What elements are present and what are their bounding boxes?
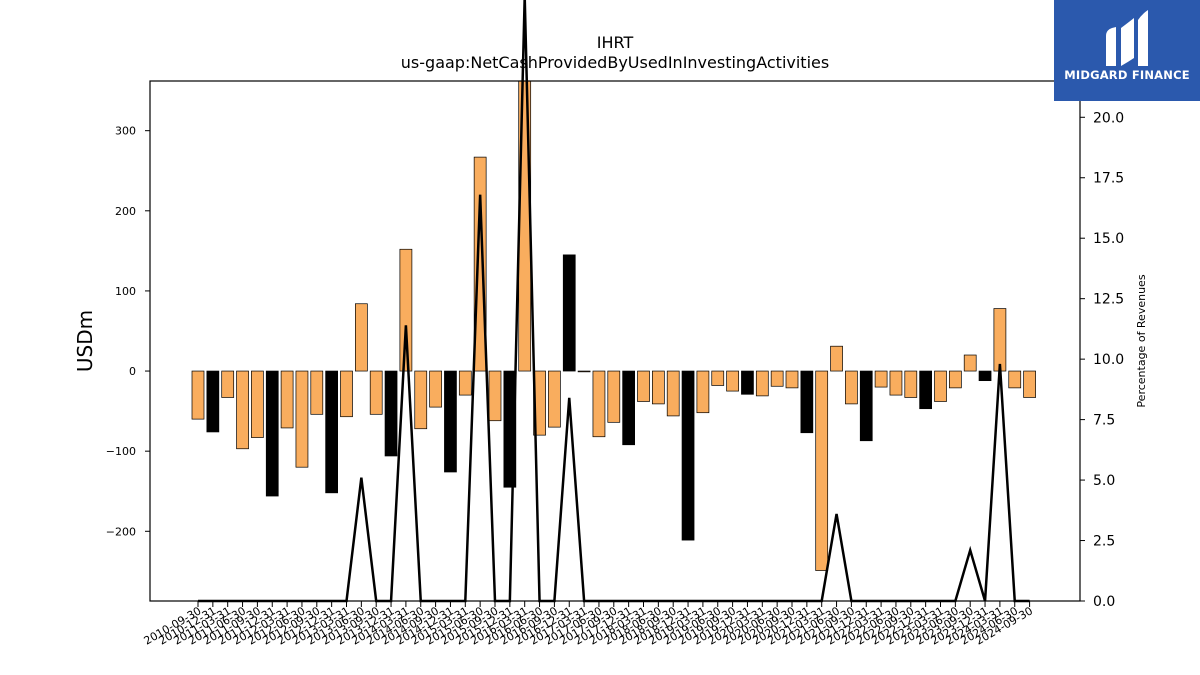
bar-2012-03-31	[280, 370, 294, 429]
percentage-line	[198, 0, 1030, 603]
bar-2016-09-30	[548, 370, 561, 428]
bar-2024-03-31	[993, 308, 1007, 372]
bar-2016-12-31	[562, 254, 576, 372]
bar-2018-09-30	[666, 370, 680, 417]
bar-2023-03-31	[934, 370, 947, 402]
bar-2010-09-30	[191, 370, 205, 420]
bar-2017-06-30	[592, 370, 606, 438]
y-tick-label: 0	[129, 365, 136, 378]
brand-logo: MIDGARD FINANCE	[1054, 0, 1200, 101]
bar-2014-09-30	[429, 370, 442, 408]
bar-2015-03-31	[458, 370, 472, 396]
bar-2013-06-30	[355, 303, 368, 372]
bar-2013-03-31	[340, 370, 353, 418]
bar-2019-03-31	[696, 370, 710, 414]
y-axis-right: 0.0 2.5 5.0 7.5 10.0 12.5 15.0 17.5 20.0	[1080, 110, 1124, 610]
bar-2011-03-31	[221, 370, 235, 398]
chart-subtitle: us-gaap:NetCashProvidedByUsedInInvesting…	[401, 53, 829, 72]
bars-layer	[191, 80, 1036, 571]
bar-2023-09-30	[963, 354, 977, 372]
y2-tick-label: 12.5	[1093, 292, 1124, 308]
bar-2020-12-31	[800, 370, 814, 434]
y2-tick-label: 0.0	[1093, 594, 1115, 610]
bar-2017-09-30	[607, 370, 621, 423]
bar-2022-12-31	[919, 370, 933, 410]
bar-2012-09-30	[310, 370, 324, 415]
brand-name: MIDGARD FINANCE	[1064, 68, 1190, 82]
bar-2024-06-30	[1008, 370, 1022, 389]
bar-2014-12-31	[444, 370, 457, 473]
bar-2021-09-30	[845, 370, 858, 405]
bar-2015-09-30	[488, 370, 502, 422]
bar-2020-09-30	[785, 370, 799, 389]
y-tick-label: −200	[106, 525, 136, 538]
bar-2014-06-30	[414, 370, 428, 430]
y-axis-label: USDm	[73, 310, 97, 372]
chart-title: IHRT	[597, 33, 634, 52]
bar-2013-09-30	[369, 370, 383, 415]
y-tick-label: 100	[115, 285, 136, 298]
bar-2021-06-30	[830, 345, 843, 372]
y2-tick-label: 2.5	[1093, 534, 1115, 550]
y2-tick-label: 5.0	[1093, 473, 1115, 489]
bar-2013-12-31	[384, 370, 398, 457]
y-tick-label: −100	[106, 445, 136, 458]
bar-2019-06-30	[711, 370, 725, 386]
y-tick-label: 200	[115, 205, 136, 218]
bar-2011-09-30	[251, 370, 264, 438]
bar-2015-06-30	[473, 156, 487, 372]
bar-2012-06-30	[295, 370, 309, 468]
y2-tick-label: 17.5	[1093, 171, 1124, 187]
bar-2022-06-30	[889, 370, 903, 396]
bar-2017-03-31	[577, 370, 591, 373]
bar-2020-03-31	[755, 370, 769, 397]
bar-2014-03-31	[399, 248, 413, 372]
bar-2019-09-30	[726, 370, 739, 392]
bar-2017-12-31	[622, 370, 636, 446]
bar-2022-09-30	[904, 370, 918, 398]
bar-2019-12-31	[741, 370, 754, 395]
bar-2023-12-31	[978, 370, 992, 382]
bar-2011-12-31	[265, 370, 279, 497]
y-axis-left: −200 −100 0 100 200 300	[106, 125, 150, 538]
bar-2021-03-31	[815, 370, 829, 571]
y-tick-label: 300	[115, 125, 136, 138]
mf-monogram-icon	[1106, 10, 1148, 66]
bar-2018-12-31	[681, 370, 695, 541]
y2-axis-label: Percentage of Revenues	[1135, 274, 1148, 407]
bar-2024-09-30	[1023, 370, 1036, 398]
bar-2021-12-31	[859, 370, 873, 442]
bar-2022-03-31	[874, 370, 888, 388]
y2-tick-label: 20.0	[1093, 110, 1124, 126]
bar-2020-06-30	[770, 370, 784, 387]
x-axis: 2010-09-302010-12-312011-03-312011-06-30…	[142, 601, 1035, 648]
bar-2012-12-31	[325, 370, 338, 494]
bar-2018-06-30	[651, 370, 665, 405]
bar-2023-06-30	[948, 370, 962, 389]
line-layer	[198, 0, 1030, 603]
bar-2010-12-31	[206, 370, 220, 433]
y2-tick-label: 10.0	[1093, 352, 1124, 368]
bar-2011-06-30	[236, 370, 249, 450]
plot-frame	[149, 80, 1081, 602]
bar-2018-03-31	[637, 370, 650, 402]
y2-tick-label: 7.5	[1093, 413, 1115, 429]
y2-tick-label: 15.0	[1093, 231, 1124, 247]
